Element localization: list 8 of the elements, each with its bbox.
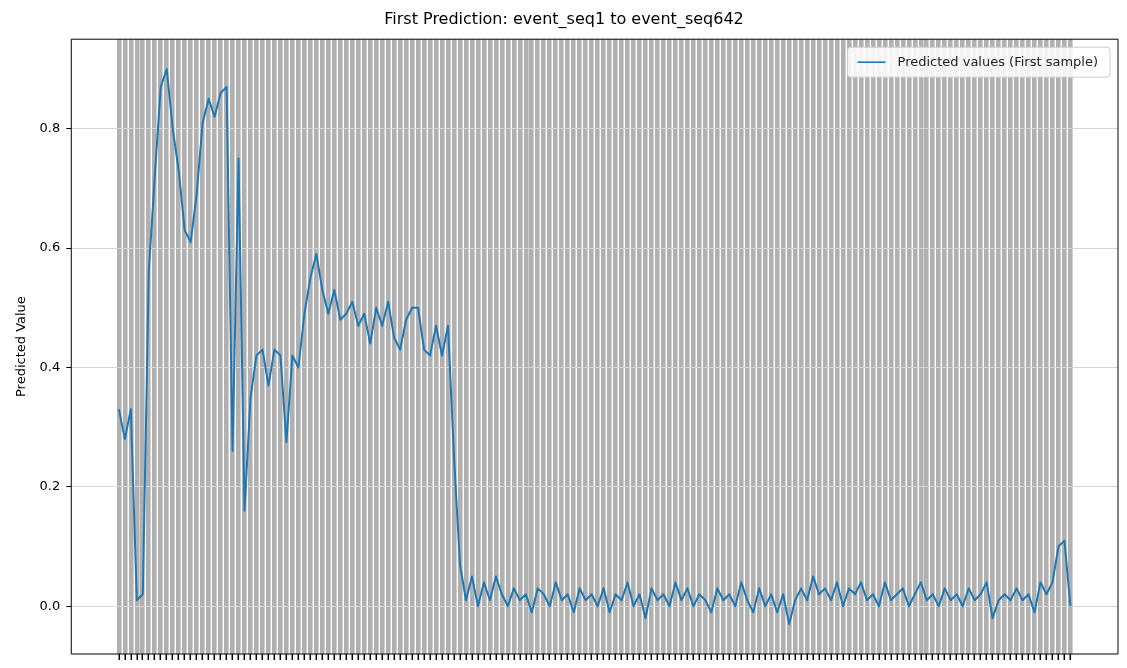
- y-tick-label: 0.6: [39, 239, 61, 255]
- y-tick-label: 0.4: [39, 358, 61, 374]
- y-axis-title: Predicted Value: [13, 296, 29, 398]
- y-tick-label: 0.8: [39, 120, 61, 136]
- chart-title: First Prediction: event_seq1 to event_seq642: [384, 8, 744, 29]
- y-tick-label: 0.2: [39, 478, 61, 494]
- legend-label: Predicted values (First sample): [897, 53, 1099, 69]
- y-tick-label: 0.0: [39, 597, 61, 613]
